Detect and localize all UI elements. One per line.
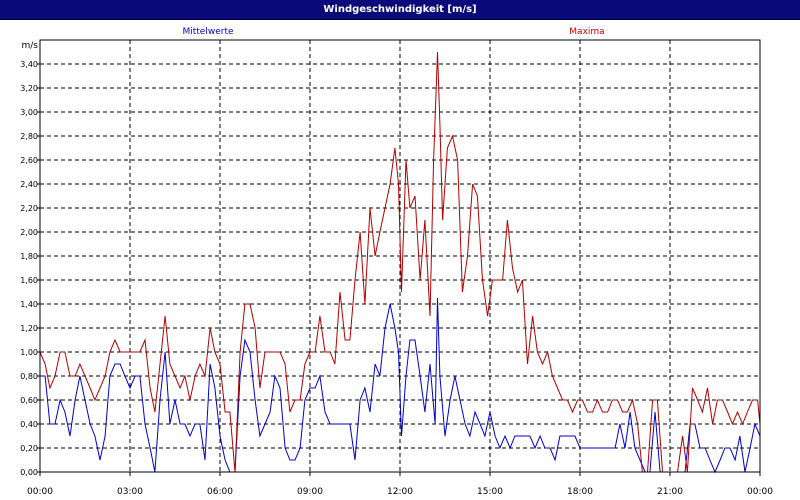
x-tick-time-label: 06:00 — [207, 487, 233, 497]
plot-area-border — [39, 39, 761, 473]
x-tick-labels: 00:0011.10.2203:0011.10.2206:0011.10.220… — [27, 487, 773, 497]
series-line-maxima — [39, 51, 761, 473]
x-tick-time-label: 21:00 — [657, 487, 683, 497]
wind-speed-chart: Mittelwerte Maxima m/s 0,000,200,400,600… — [0, 20, 800, 500]
y-tick-label: 0,00 — [20, 468, 38, 477]
data-series — [39, 51, 761, 474]
x-tick-time-label: 12:00 — [387, 487, 413, 497]
y-tick-label: 1,20 — [20, 324, 38, 333]
x-tick-time-label: 03:00 — [117, 487, 143, 497]
legend-mittelwerte: Mittelwerte — [182, 27, 233, 37]
chart-title: Windgeschwindigkeit [m/s] — [323, 4, 477, 15]
chart-title-bar: Windgeschwindigkeit [m/s] — [0, 0, 800, 20]
legend-maxima: Maxima — [569, 27, 604, 37]
y-tick-label: 0,40 — [20, 420, 38, 429]
y-tick-label: 0,20 — [20, 444, 38, 453]
y-tick-label: 3,20 — [20, 84, 38, 93]
series-line-mittelwerte — [40, 297, 761, 474]
y-tick-labels: 0,00 0,20 0,40 0,60 0,80 1,00 1,20 1,40 1,60 1,80… — [20, 60, 38, 477]
y-tick-label: 2,40 — [20, 180, 38, 189]
y-tick-label: 1,60 — [20, 276, 38, 285]
x-tick-time-label: 00:00 — [27, 487, 53, 497]
y-tick-label: 3,00 — [20, 108, 38, 117]
y-tick-label: 1,40 — [20, 300, 38, 309]
y-tick-label: 2,60 — [20, 156, 38, 165]
y-tick-label: 2,20 — [20, 204, 38, 213]
y-tick-label: 0,60 — [20, 396, 38, 405]
x-tick-time-label: 09:00 — [297, 487, 323, 497]
grid-lines — [37, 40, 761, 476]
y-tick-label: 1,80 — [20, 252, 38, 261]
x-tick-time-label: 00:00 — [747, 487, 773, 497]
y-tick-label: 2,00 — [20, 228, 38, 237]
x-tick-time-label: 18:00 — [567, 487, 593, 497]
y-tick-label: 2,80 — [20, 132, 38, 141]
y-axis-unit-label: m/s — [22, 41, 39, 51]
x-tick-time-label: 15:00 — [477, 487, 503, 497]
y-tick-label: 3,40 — [20, 60, 38, 69]
y-tick-label: 1,00 — [20, 348, 38, 357]
y-tick-label: 0,80 — [20, 372, 38, 381]
